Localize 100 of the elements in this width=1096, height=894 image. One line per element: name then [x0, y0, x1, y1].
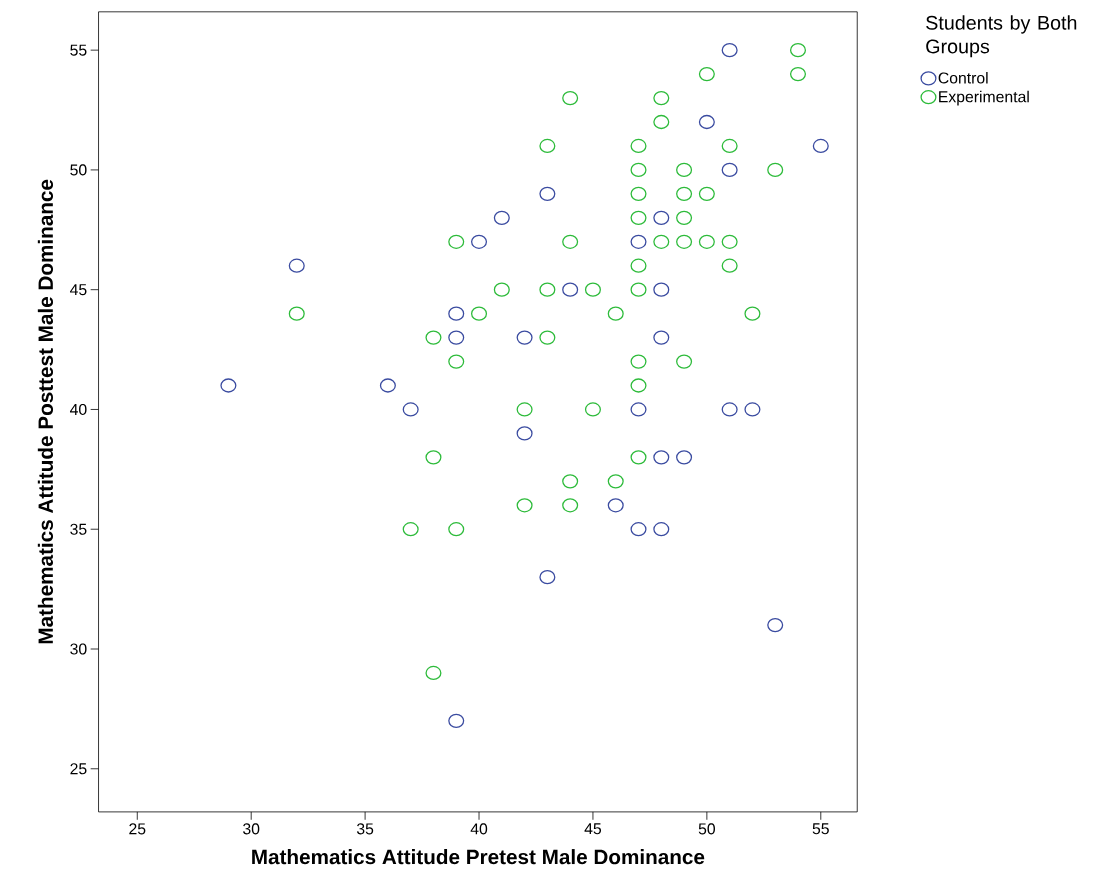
point [630, 354, 647, 369]
point [539, 282, 556, 297]
point [630, 138, 647, 154]
x-tick-label: 40 [470, 823, 488, 835]
point [607, 474, 624, 489]
legend-label: Experimental [939, 90, 1029, 106]
point [721, 258, 738, 274]
point [448, 306, 465, 321]
legend-title: Students by Both Groups [926, 15, 1077, 58]
point [425, 330, 442, 345]
point [653, 282, 670, 297]
point [744, 306, 761, 321]
point [698, 67, 715, 82]
point [653, 115, 670, 130]
point [539, 186, 556, 202]
point [516, 402, 533, 417]
point [767, 618, 784, 633]
point [220, 378, 237, 393]
point [288, 258, 305, 274]
point [379, 378, 396, 393]
x-axis-title: Mathematics Attitude Pretest Male Dominance [252, 849, 705, 865]
point [721, 162, 738, 178]
point [448, 354, 465, 369]
y-tick-label: 25 [70, 763, 87, 775]
x-tick-label: 30 [243, 823, 260, 835]
point [471, 234, 488, 250]
point [630, 162, 647, 178]
point [812, 138, 829, 154]
point [630, 210, 647, 226]
point [516, 426, 533, 441]
point [698, 234, 715, 250]
point [630, 282, 647, 297]
point [676, 162, 693, 178]
point [676, 234, 693, 250]
x-tick-label: 45 [584, 823, 602, 835]
point [789, 43, 807, 58]
legend-label: Control [938, 72, 988, 84]
point [630, 258, 647, 274]
point [721, 138, 738, 154]
y-axis-title: Mathematics Attitude Posttest Male Dominance [37, 179, 54, 644]
point [448, 330, 465, 345]
point [402, 522, 419, 537]
point [493, 282, 510, 297]
point [584, 282, 601, 297]
point [630, 186, 647, 202]
point [562, 474, 579, 489]
point [630, 402, 647, 417]
x-tick-label: 25 [129, 823, 146, 835]
point [516, 330, 533, 345]
point [562, 282, 579, 297]
point [607, 498, 624, 513]
point [562, 234, 579, 250]
point [630, 450, 647, 465]
point [584, 402, 601, 417]
point [744, 402, 761, 417]
point [653, 91, 670, 106]
y-tick-label: 55 [70, 44, 87, 56]
point [630, 234, 647, 250]
point [721, 402, 738, 417]
point [789, 67, 807, 82]
x-tick-label: 55 [812, 823, 829, 835]
point [539, 138, 556, 154]
x-tick-label: 35 [356, 823, 374, 835]
point [676, 450, 693, 465]
point [767, 162, 784, 178]
point [288, 306, 305, 321]
point [630, 522, 647, 537]
point [425, 450, 442, 465]
point [698, 115, 715, 130]
point [676, 210, 693, 226]
point [653, 234, 670, 250]
point [676, 186, 693, 202]
x-tick-label: 50 [698, 823, 716, 835]
point [539, 570, 556, 585]
point [516, 498, 533, 513]
point [676, 354, 693, 369]
point [653, 450, 670, 465]
point [425, 665, 442, 681]
point [698, 186, 715, 202]
point [448, 234, 465, 250]
point [653, 330, 670, 345]
point [607, 306, 624, 321]
point [448, 522, 465, 537]
point [721, 234, 738, 250]
y-tick-label: 50 [70, 164, 87, 176]
point [562, 91, 579, 106]
point [653, 210, 670, 226]
point [653, 522, 670, 537]
point [493, 210, 510, 226]
point [471, 306, 488, 321]
y-tick-label: 40 [70, 404, 87, 416]
point [562, 498, 579, 513]
point [402, 402, 419, 417]
point [721, 43, 738, 58]
y-tick-label: 30 [70, 643, 87, 655]
point [539, 330, 556, 345]
point [448, 713, 465, 729]
y-tick-label: 45 [70, 284, 87, 296]
point [630, 378, 647, 393]
y-tick-label: 35 [70, 523, 87, 535]
